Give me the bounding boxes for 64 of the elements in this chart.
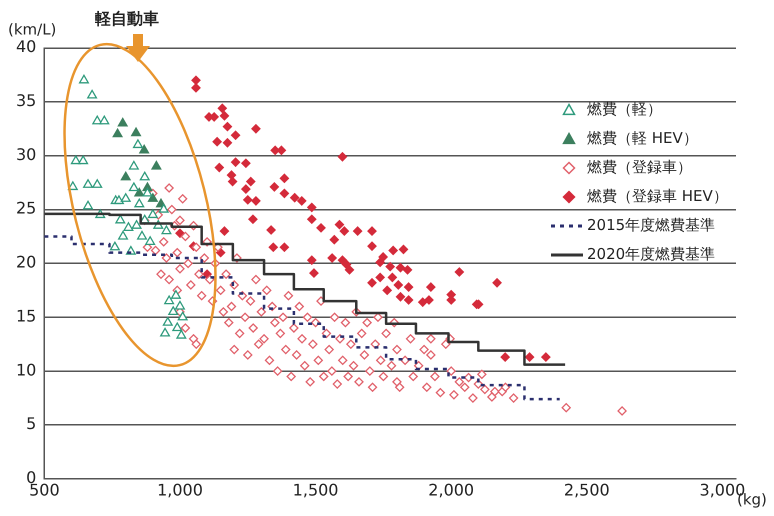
point [151, 160, 162, 170]
point [134, 188, 144, 197]
point [112, 128, 123, 138]
point [78, 74, 89, 84]
point [168, 306, 178, 316]
point [92, 179, 102, 188]
point [99, 116, 110, 124]
point [87, 90, 98, 99]
legend-label: 燃費（軽 HEV） [587, 128, 698, 147]
point [176, 330, 186, 339]
point [148, 209, 158, 218]
point [145, 236, 156, 246]
legend-label: 2015年度燃費基準 [587, 216, 716, 234]
point [164, 295, 174, 304]
x-tick-label: 2,000 [428, 480, 474, 500]
point [142, 188, 152, 197]
legend-label: 燃費（軽） [587, 100, 662, 118]
y-tick-label: 10 [16, 360, 36, 380]
point [118, 230, 128, 240]
point [114, 195, 124, 204]
point [174, 300, 185, 310]
y-tick-label: 25 [16, 198, 36, 218]
y-tick-label: 40 [16, 37, 36, 56]
legend-label: 2020年度燃費基準 [587, 244, 716, 263]
y-axis-title: (km/L) [8, 20, 56, 38]
point [128, 182, 139, 192]
point [134, 198, 144, 208]
point [83, 200, 94, 210]
point [78, 155, 88, 164]
point [161, 225, 172, 234]
x-tick-label: 1,000 [157, 480, 203, 500]
y-tick-label: 20 [16, 252, 36, 272]
legend-label: 燃費（登録車） [587, 158, 692, 176]
point [92, 116, 102, 124]
point [170, 290, 181, 299]
point [83, 179, 94, 188]
y-tick-label: 15 [16, 306, 36, 326]
point [115, 214, 126, 224]
point [132, 139, 143, 148]
point [158, 204, 169, 213]
text: 軽自動車 [94, 9, 159, 28]
y-tick-label: 5 [26, 414, 36, 434]
point [70, 155, 81, 164]
point [140, 172, 150, 180]
point [110, 242, 120, 250]
point [137, 230, 147, 240]
legend-label: 燃費（登録車 HEV） [587, 186, 728, 205]
point [139, 144, 150, 154]
point [128, 160, 139, 170]
point [131, 127, 142, 136]
point [160, 328, 170, 337]
point [120, 193, 131, 202]
point [162, 316, 173, 326]
point [123, 222, 134, 232]
point [120, 172, 131, 180]
x-tick-label: 2,500 [564, 480, 610, 500]
point [148, 193, 158, 202]
point [178, 312, 188, 320]
point [118, 118, 128, 127]
y-tick-label: 35 [16, 91, 36, 110]
x-tick-label: 1,500 [292, 480, 338, 500]
y-tick-label: 30 [16, 144, 36, 164]
point [132, 220, 142, 229]
point [172, 322, 182, 332]
